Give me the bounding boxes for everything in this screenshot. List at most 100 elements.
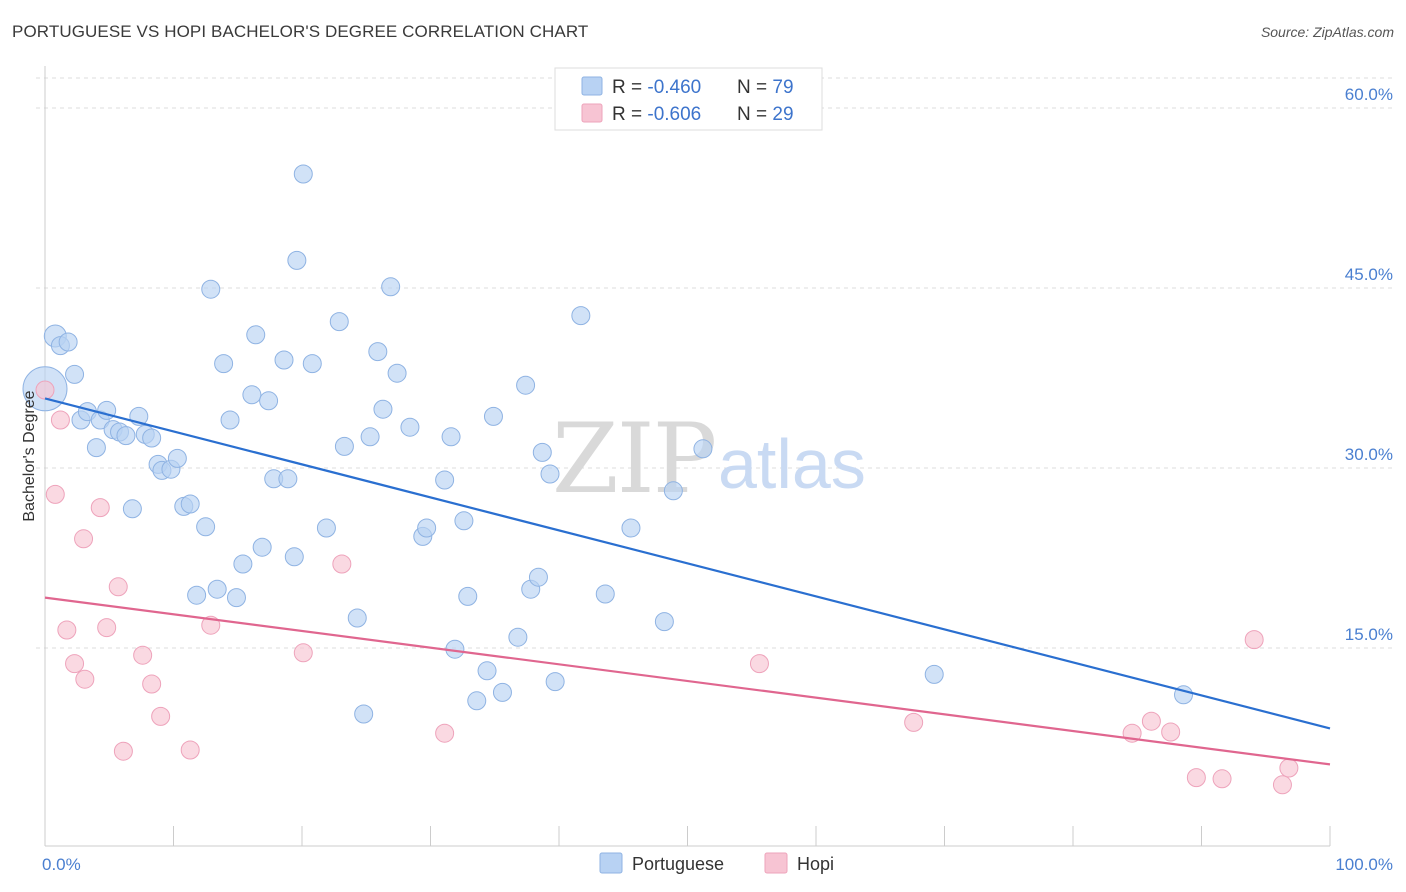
- point-portuguese: [595, 584, 615, 604]
- legend-n-portuguese: N = 79: [737, 77, 794, 98]
- legend-r-value-portuguese: -0.460: [647, 77, 701, 98]
- x-tick-labels: 0.0% 100.0%: [42, 855, 1393, 874]
- point-portuguese: [347, 608, 367, 628]
- point-portuguese: [259, 391, 279, 411]
- series-legend: Portuguese Hopi: [599, 852, 834, 874]
- legend-row-portuguese: R = -0.460: [612, 77, 701, 98]
- y-tick-label: 45.0%: [1345, 265, 1393, 284]
- legend-n-hopi: N = 29: [737, 104, 794, 125]
- point-portuguese: [207, 579, 227, 599]
- point-portuguese: [167, 448, 187, 468]
- x-tick-label: 0.0%: [42, 855, 81, 874]
- point-hopi: [1279, 758, 1299, 778]
- point-portuguese: [316, 518, 336, 538]
- watermark-zip: ZIP: [552, 403, 715, 515]
- point-hopi: [45, 484, 65, 504]
- point-hopi: [142, 674, 162, 694]
- legend-swatch-portuguese: [581, 76, 603, 96]
- point-hopi: [435, 723, 455, 743]
- point-portuguese: [477, 661, 497, 681]
- point-hopi: [108, 577, 128, 597]
- point-hopi: [97, 618, 117, 638]
- watermark-atlas: atlas: [718, 425, 866, 503]
- legend-n-label: N =: [737, 104, 772, 125]
- point-portuguese: [252, 537, 272, 557]
- point-portuguese: [454, 511, 474, 531]
- point-hopi: [1141, 711, 1161, 731]
- point-portuguese: [508, 627, 528, 647]
- point-portuguese: [663, 481, 683, 501]
- point-portuguese: [278, 469, 298, 489]
- point-portuguese: [532, 442, 552, 462]
- point-portuguese: [654, 612, 674, 632]
- point-portuguese: [441, 427, 461, 447]
- point-portuguese: [86, 438, 106, 458]
- point-portuguese: [187, 585, 207, 605]
- point-portuguese: [417, 518, 437, 538]
- point-portuguese: [621, 518, 641, 538]
- point-hopi: [1186, 768, 1206, 788]
- point-portuguese: [196, 517, 216, 537]
- legend-row-hopi: R = -0.606: [612, 104, 701, 125]
- point-hopi: [293, 643, 313, 663]
- x-tick-label: 100.0%: [1335, 855, 1393, 874]
- point-portuguese: [284, 547, 304, 567]
- legend-r-value-hopi: -0.606: [647, 104, 701, 125]
- y-tick-labels: 15.0% 30.0% 45.0% 60.0%: [1345, 85, 1393, 644]
- point-portuguese: [545, 672, 565, 692]
- y-axis-title: Bachelor's Degree: [21, 390, 38, 521]
- y-tick-label: 15.0%: [1345, 625, 1393, 644]
- trend-line-hopi: [44, 596, 1331, 766]
- point-hopi: [904, 712, 924, 732]
- point-portuguese: [373, 399, 393, 419]
- point-hopi: [133, 645, 153, 665]
- point-hopi: [1272, 775, 1292, 795]
- point-portuguese: [274, 350, 294, 370]
- point-portuguese: [360, 427, 380, 447]
- legend-n-value-hopi: 29: [772, 104, 793, 125]
- watermark: ZIP atlas: [552, 403, 866, 515]
- point-hopi: [151, 706, 171, 726]
- point-hopi: [1244, 630, 1264, 650]
- trend-line-portuguese: [44, 397, 1331, 730]
- point-portuguese: [180, 494, 200, 514]
- point-hopi: [65, 654, 85, 674]
- point-portuguese: [435, 470, 455, 490]
- point-portuguese: [387, 363, 407, 383]
- point-hopi: [50, 410, 70, 430]
- axes: [44, 66, 1331, 847]
- point-portuguese: [65, 364, 85, 384]
- point-portuguese: [226, 588, 246, 608]
- point-portuguese: [142, 428, 162, 448]
- point-portuguese: [354, 704, 374, 724]
- point-portuguese: [693, 439, 713, 459]
- point-hopi: [35, 380, 55, 400]
- point-portuguese: [381, 277, 401, 297]
- legend-n-value-portuguese: 79: [772, 77, 793, 98]
- point-portuguese: [528, 567, 548, 587]
- legend-r-label: R =: [612, 104, 647, 125]
- series-legend-label-portuguese: Portuguese: [632, 854, 724, 874]
- legend-n-label: N =: [737, 77, 772, 98]
- point-portuguese: [516, 375, 536, 395]
- point-portuguese: [400, 417, 420, 437]
- point-portuguese: [214, 354, 234, 374]
- point-hopi: [74, 529, 94, 549]
- trend-lines: [44, 397, 1331, 766]
- point-hopi: [1212, 769, 1232, 789]
- correlation-legend: R = -0.460 N = 79 R = -0.606 N = 29: [554, 67, 823, 131]
- point-portuguese: [122, 499, 142, 519]
- series-legend-swatch-portuguese: [599, 852, 623, 874]
- series-legend-label-hopi: Hopi: [797, 854, 834, 874]
- point-portuguese: [483, 406, 503, 426]
- point-portuguese: [302, 354, 322, 374]
- point-hopi: [749, 654, 769, 674]
- grid-lines: [36, 77, 1394, 649]
- point-portuguese: [201, 279, 221, 299]
- point-portuguese: [571, 306, 591, 326]
- point-portuguese: [293, 164, 313, 184]
- point-portuguese: [368, 342, 388, 362]
- point-portuguese: [492, 682, 512, 702]
- point-hopi: [113, 741, 133, 761]
